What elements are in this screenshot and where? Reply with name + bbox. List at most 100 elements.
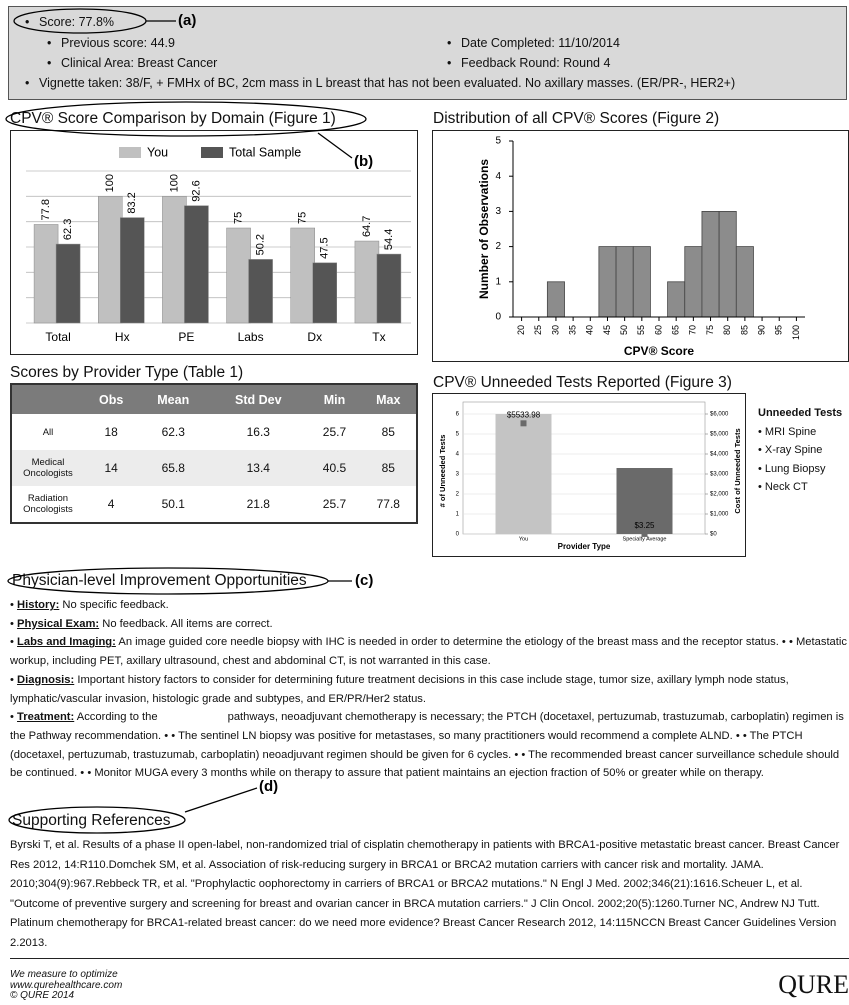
table-cell: 85	[381, 425, 395, 439]
column-header: Max	[360, 384, 417, 414]
x-tick-label: Specialty Average	[623, 536, 667, 542]
x-tick-label: 50	[619, 325, 629, 335]
value-label: 50.2	[254, 234, 266, 255]
figure2-title: Distribution of all CPV® Scores (Figure …	[433, 110, 720, 127]
cost-marker	[641, 530, 648, 537]
date-completed: Date Completed: 11/10/2014	[447, 36, 620, 50]
histogram-bar	[632, 246, 651, 318]
x-tick-label: 20	[516, 325, 526, 335]
bar	[312, 262, 337, 324]
x-tick-label: Labs	[238, 330, 264, 344]
x-tick-label: 30	[550, 325, 560, 335]
table-cell: 50.1	[161, 497, 185, 511]
x-tick-label: 80	[722, 325, 732, 335]
x-tick-label: 40	[585, 325, 595, 335]
histogram-bar	[718, 211, 737, 318]
table-cell: 18	[104, 425, 118, 439]
y-tick-label: 0	[495, 312, 501, 323]
histogram-bar	[546, 281, 565, 318]
histogram-bar	[684, 246, 703, 318]
improvement-item: Physical Exam: No feedback. All items ar…	[10, 615, 848, 634]
bar	[162, 196, 187, 324]
table-cell: 85	[360, 450, 417, 486]
y-tick-label: 4	[456, 452, 460, 458]
value-label: 54.4	[383, 229, 395, 250]
side-legend-title: Unneeded Tests	[758, 407, 843, 419]
y-tick-label: 1	[495, 276, 501, 287]
row-header: All	[42, 426, 54, 438]
bar	[226, 227, 251, 324]
bar	[354, 240, 380, 324]
x-tick-label: 100	[791, 325, 801, 340]
improvement-list: History: No specific feedback. Physical E…	[10, 596, 848, 783]
cost-label: $3.25	[634, 521, 655, 530]
table-cell: 13.4	[208, 450, 309, 486]
x-axis-label: Provider Type	[558, 542, 611, 551]
bar	[376, 253, 402, 324]
bar	[120, 217, 145, 324]
cost-marker	[520, 420, 527, 427]
improvement-title: Physician-level Improvement Opportunitie…	[12, 572, 307, 589]
value-label: 62.3	[62, 219, 74, 240]
side-legend-item: Lung Biopsy	[758, 460, 842, 479]
table-row: All 18 62.3 16.3 25.7 85	[11, 414, 417, 450]
previous-score: Previous score: 44.9	[47, 36, 175, 50]
figure1-chart: You Total Sample Total 77.8 62.3 Hx 100 83.2 PE 1…	[10, 130, 418, 355]
summary-box: Score: 77.8% Previous score: 44.9 Date C…	[8, 6, 847, 100]
item-text: No specific feedback.	[62, 599, 169, 611]
x-tick-label: 95	[774, 325, 784, 335]
table-corner	[11, 384, 84, 414]
bar	[55, 243, 81, 324]
y-tick-label: 2	[495, 241, 501, 252]
pointer-d	[184, 787, 258, 813]
vignette: Vignette taken: 38/F, + FMHx of BC, 2cm …	[25, 76, 735, 90]
item-text: An image guided core needle biopsy with …	[10, 636, 847, 668]
website: www.qurehealthcare.com	[10, 979, 123, 991]
references-title: Supporting References	[12, 812, 171, 829]
histogram-bar	[701, 211, 720, 318]
item-label: Treatment:	[17, 711, 75, 724]
value-label: 83.2	[126, 192, 138, 213]
y2-tick-label: $4,000	[710, 452, 729, 458]
footer-rule	[10, 958, 849, 959]
legend-label: Total Sample	[229, 145, 301, 159]
x-tick-label: 75	[705, 325, 715, 335]
y-axis-label: Number of Observations	[477, 159, 491, 299]
legend-swatch	[201, 147, 223, 158]
table-cell: 4	[107, 497, 115, 511]
histogram-bar	[615, 246, 634, 318]
y2-tick-label: $5,000	[710, 432, 729, 438]
column-header: Min	[308, 384, 361, 414]
x-axis-label: CPV® Score	[624, 344, 695, 358]
side-legend-item: Neck CT	[758, 478, 842, 497]
column-header: Std Dev	[208, 384, 309, 414]
y2-tick-label: $3,000	[710, 472, 729, 478]
bar	[98, 196, 123, 324]
y-tick-label: 5	[456, 432, 460, 438]
y2-tick-label: $1,000	[710, 512, 729, 518]
x-tick-label: Dx	[307, 330, 322, 344]
y2-tick-label: $2,000	[710, 492, 729, 498]
item-label: Physical Exam:	[17, 617, 100, 630]
legend-swatch	[119, 147, 141, 158]
item-label: History:	[17, 599, 60, 611]
x-tick-label: Total	[45, 330, 70, 344]
item-text: Important history factors to consider fo…	[10, 673, 789, 705]
histogram-bar	[735, 246, 754, 318]
table-cell: 77.8	[376, 497, 400, 511]
table-cell: 25.7	[322, 497, 347, 511]
score: Score: 77.8%	[25, 15, 114, 29]
x-tick-label: 65	[671, 325, 681, 335]
table-cell: 25.7	[322, 425, 347, 439]
side-legend-item: MRI Spine	[758, 423, 842, 442]
y-tick-label: 6	[456, 412, 460, 418]
table-cell: 14	[84, 450, 139, 486]
table-cell: 21.8	[246, 497, 270, 511]
y-tick-label: 3	[495, 206, 501, 217]
row-header: Medical Oncologists	[11, 450, 84, 486]
y-tick-label: 1	[456, 512, 460, 518]
table-cell: 40.5	[308, 450, 361, 486]
x-tick-label: Tx	[372, 330, 385, 344]
